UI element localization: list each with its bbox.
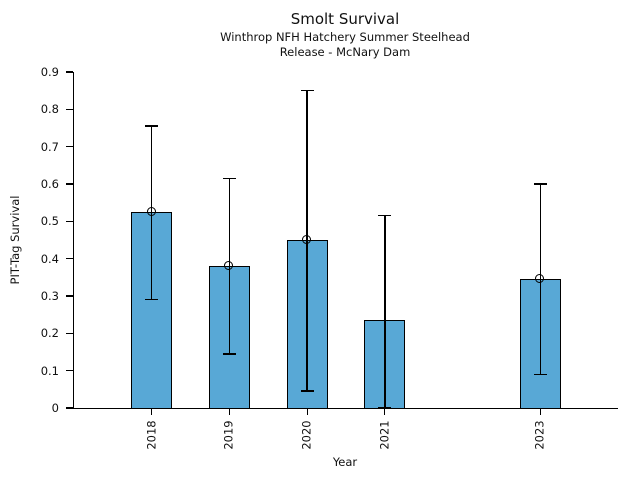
x-tick-label-2021: 2021	[377, 420, 392, 450]
error-cap-low-2023	[533, 373, 547, 376]
error-cap-low-2019	[222, 353, 236, 355]
y-tick-0	[65, 407, 73, 409]
y-tick-0.1	[65, 370, 73, 372]
point-marker-2018	[146, 207, 156, 216]
y-tick-label-0.6: 0.6	[40, 177, 59, 191]
y-tick-label-0.9: 0.9	[40, 65, 59, 79]
error-cap-low-2020	[300, 390, 314, 392]
x-tick-2021	[384, 408, 386, 415]
x-axis-label: Year	[332, 455, 358, 469]
error-cap-high-2021	[378, 214, 392, 217]
y-tick-label-0.8: 0.8	[40, 102, 59, 117]
point-marker-2019	[224, 261, 234, 271]
x-tick-label-2020: 2020	[299, 420, 314, 450]
chart-title: Smolt Survival	[290, 10, 400, 28]
x-tick-label-2019: 2019	[221, 420, 236, 450]
error-cap-high-2020	[300, 89, 314, 92]
error-cap-high-2018	[145, 125, 159, 127]
x-tick-2020	[306, 408, 308, 415]
y-tick-0.3	[65, 295, 73, 297]
y-tick-0.9	[65, 71, 73, 73]
x-tick-label-2023: 2023	[532, 420, 547, 450]
y-tick-label-0.7: 0.7	[40, 139, 59, 154]
plot-area: 0 0.1 0.2 0.3 0.4 0.5 0.6 0.7 0.8 0.9 2018 2019 2020…	[41, 65, 618, 450]
y-tick-label-0.2: 0.2	[40, 326, 59, 341]
point-marker-2020	[302, 235, 312, 244]
x-tick-2019	[228, 408, 231, 415]
error-bar-2021	[384, 215, 386, 408]
y-tick-0.5	[65, 220, 73, 222]
y-tick-0.4	[65, 258, 73, 260]
y-tick-label-0: 0	[51, 401, 59, 415]
y-tick-label-0.4: 0.4	[40, 251, 59, 266]
y-tick-label-0.5: 0.5	[40, 214, 59, 229]
x-tick-2018	[151, 408, 153, 415]
y-tick-0.7	[65, 146, 73, 148]
y-tick-label-0.3: 0.3	[40, 289, 59, 303]
y-tick-0.6	[65, 183, 73, 185]
y-axis-label: PIT-Tag Survival	[8, 195, 22, 285]
error-cap-low-2018	[145, 298, 159, 301]
error-cap-high-2023	[533, 183, 547, 185]
point-marker-2023	[535, 274, 545, 284]
y-tick-0.8	[65, 108, 73, 110]
chart-subtitle-line1: Winthrop NFH Hatchery Summer Steelhead	[220, 30, 470, 44]
x-tick-label-2018: 2018	[144, 420, 159, 450]
y-tick-0.2	[65, 332, 73, 334]
chart-subtitle-line2: Release - McNary Dam	[279, 45, 411, 59]
x-tick-2023	[539, 408, 541, 415]
error-cap-high-2019	[222, 177, 236, 180]
y-tick-label-0.1: 0.1	[40, 363, 59, 378]
